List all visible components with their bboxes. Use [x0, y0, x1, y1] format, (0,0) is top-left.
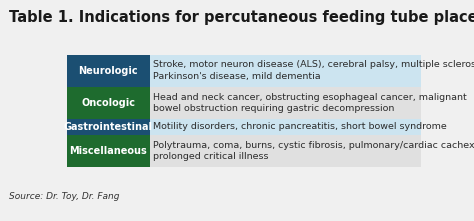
Text: Oncologic: Oncologic — [81, 98, 135, 108]
Bar — [150, 87, 421, 119]
Text: Neurologic: Neurologic — [78, 66, 138, 76]
Text: Table 1. Indications for percutaneous feeding tube placement: Table 1. Indications for percutaneous fe… — [9, 10, 474, 25]
Text: Miscellaneous: Miscellaneous — [69, 146, 147, 156]
Bar — [66, 55, 150, 87]
Text: Gastrointestinal: Gastrointestinal — [64, 122, 153, 132]
Bar — [150, 135, 421, 167]
Bar — [66, 87, 150, 119]
Text: Stroke, motor neuron disease (ALS), cerebral palsy, multiple sclerosis,
Parkinso: Stroke, motor neuron disease (ALS), cere… — [153, 60, 474, 81]
Text: Motility disorders, chronic pancreatitis, short bowel syndrome: Motility disorders, chronic pancreatitis… — [153, 122, 447, 131]
Bar — [66, 119, 150, 135]
Bar — [66, 135, 150, 167]
Text: Head and neck cancer, obstructing esophageal cancer, malignant
bowel obstruction: Head and neck cancer, obstructing esopha… — [153, 93, 466, 113]
Bar — [150, 55, 421, 87]
Bar — [150, 119, 421, 135]
Text: Polytrauma, coma, burns, cystic fibrosis, pulmonary/cardiac cachexia,
prolonged : Polytrauma, coma, burns, cystic fibrosis… — [153, 141, 474, 161]
Text: Source: Dr. Toy, Dr. Fang: Source: Dr. Toy, Dr. Fang — [9, 192, 120, 201]
